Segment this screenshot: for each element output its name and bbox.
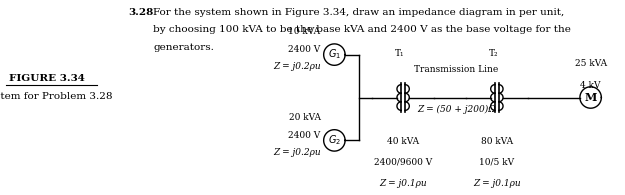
Text: 4 kV: 4 kV xyxy=(581,81,601,90)
Text: generators.: generators. xyxy=(153,43,214,52)
Text: 2400 V: 2400 V xyxy=(288,131,321,140)
Text: 20 kVA: 20 kVA xyxy=(289,113,321,122)
Text: 10 kVA: 10 kVA xyxy=(288,27,321,36)
Text: T₂: T₂ xyxy=(489,50,499,58)
Text: Z = j0.1ρu: Z = j0.1ρu xyxy=(473,179,521,188)
Text: 25 kVA: 25 kVA xyxy=(574,59,607,68)
Text: by choosing 100 kVA to be the base kVA and 2400 V as the base voltage for the: by choosing 100 kVA to be the base kVA a… xyxy=(153,25,571,34)
Text: 2400/9600 V: 2400/9600 V xyxy=(374,158,432,167)
Text: System for Problem 3.28: System for Problem 3.28 xyxy=(0,92,112,101)
Text: Z = j0.2ρu: Z = j0.2ρu xyxy=(273,62,321,71)
Text: T₁: T₁ xyxy=(395,50,405,58)
Text: 10/5 kV: 10/5 kV xyxy=(479,158,514,167)
Text: Z = j0.1ρu: Z = j0.1ρu xyxy=(379,179,427,188)
Text: Z = (50 + j200)Ω: Z = (50 + j200)Ω xyxy=(417,105,496,114)
Text: Z = j0.2ρu: Z = j0.2ρu xyxy=(273,148,321,157)
Text: FIGURE 3.34: FIGURE 3.34 xyxy=(9,74,85,83)
Text: 2400 V: 2400 V xyxy=(288,45,321,54)
Text: 80 kVA: 80 kVA xyxy=(481,136,513,145)
Text: For the system shown in Figure 3.34, draw an impedance diagram in per unit,: For the system shown in Figure 3.34, dra… xyxy=(153,8,564,17)
Text: Transmission Line: Transmission Line xyxy=(414,65,498,74)
Text: 40 kVA: 40 kVA xyxy=(387,136,419,145)
Text: $G_2$: $G_2$ xyxy=(328,134,341,147)
Text: 3.28: 3.28 xyxy=(128,8,153,17)
Text: $G_1$: $G_1$ xyxy=(328,48,341,61)
Text: M: M xyxy=(584,92,597,103)
